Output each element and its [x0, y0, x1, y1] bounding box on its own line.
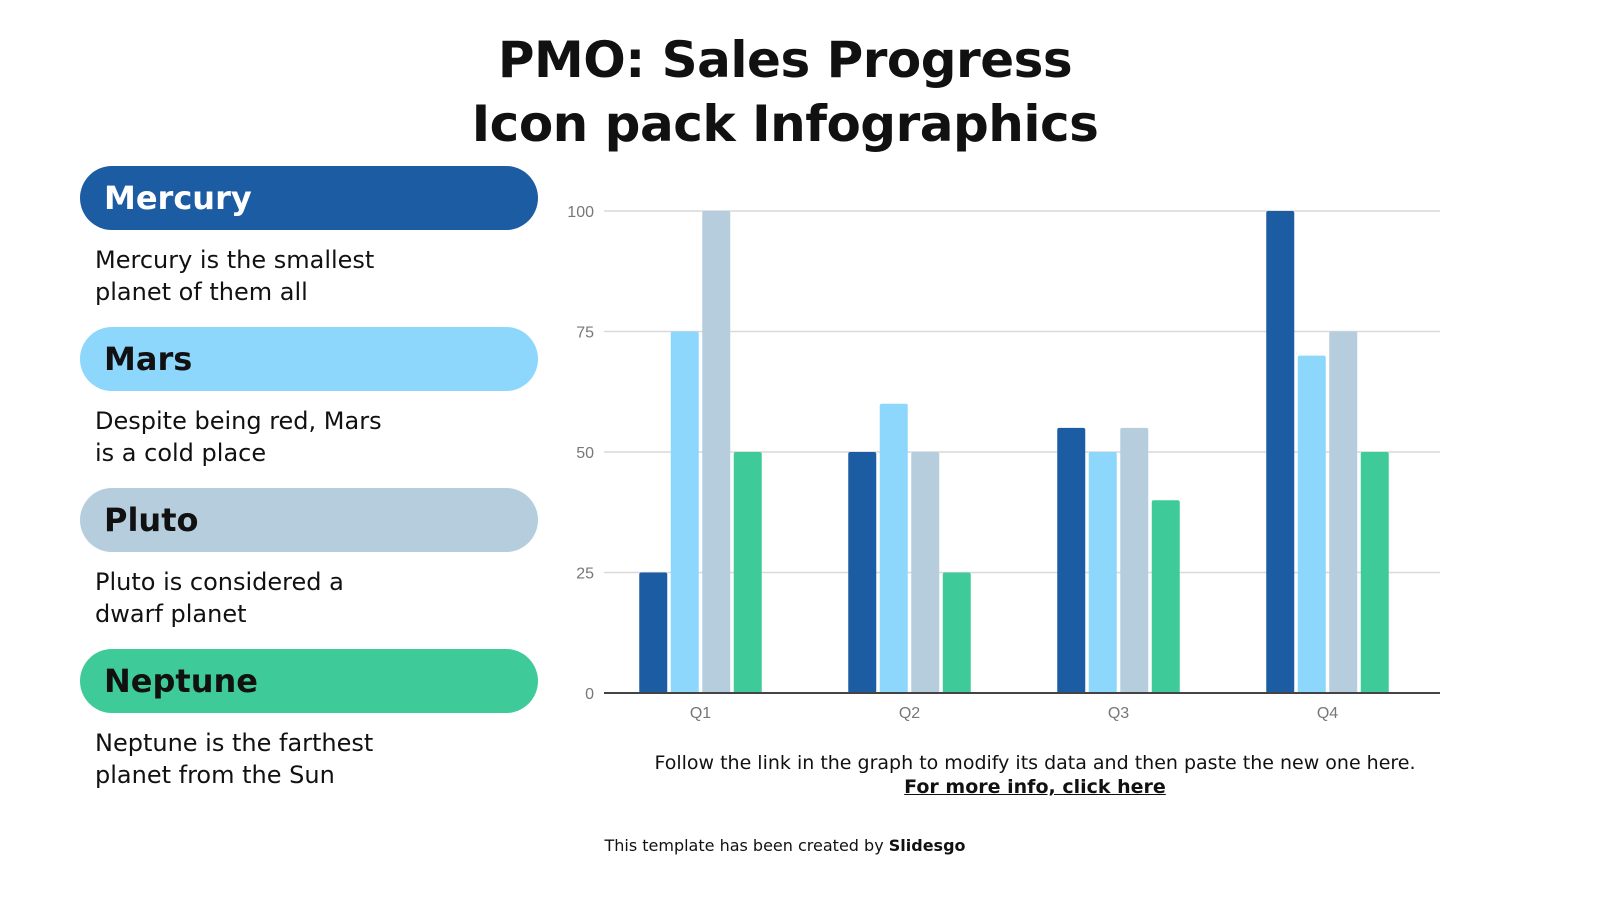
description-line: dwarf planet: [95, 600, 247, 628]
legend-description: Neptune is the farthest planet from the S…: [95, 727, 373, 791]
x-tick-label: Q2: [899, 705, 920, 722]
title-text-b: Icon pack Infographics: [471, 95, 1099, 153]
chart-note: Follow the link in the graph to modify i…: [654, 752, 1416, 774]
legend-pill-mars: Mars: [80, 327, 538, 391]
bar-neptune-q1: [733, 452, 762, 693]
x-tick-label: Q4: [1317, 705, 1338, 722]
bar-pluto-q4: [1329, 331, 1358, 693]
legend-pill-mercury: Mercury: [80, 166, 538, 230]
y-tick-label: 100: [567, 204, 594, 221]
y-tick-label: 50: [576, 445, 594, 462]
more-info-link[interactable]: For more info, click here: [904, 776, 1166, 798]
x-tick-label: Q3: [1108, 705, 1129, 722]
y-tick-label: 75: [576, 325, 594, 342]
bar-pluto-q2: [911, 452, 940, 693]
legend-description: Despite being red, Mars is a cold place: [95, 405, 382, 469]
legend-description: Pluto is considered a dwarf planet: [95, 566, 344, 630]
y-tick-label: 25: [576, 566, 594, 583]
bar-pluto-q3: [1120, 427, 1149, 693]
credit-brand: Slidesgo: [888, 836, 966, 855]
title-text-a: PMO: Sales Progress: [497, 31, 1073, 89]
credit-prefix: This template has been created by: [604, 836, 889, 855]
bar-neptune-q4: [1360, 452, 1389, 693]
bar-mars-q1: [670, 331, 699, 693]
description-line: Despite being red, Mars: [95, 407, 382, 435]
bar-neptune-q2: [942, 572, 971, 693]
bar-mars-q4: [1297, 355, 1326, 693]
bar-mercury-q2: [848, 452, 877, 693]
bar-mercury-q1: [639, 572, 668, 693]
bar-neptune-q3: [1151, 500, 1180, 693]
description-line: is a cold place: [95, 439, 267, 467]
bar-mars-q2: [879, 403, 908, 693]
bar-mars-q3: [1088, 452, 1117, 693]
bar-pluto-q1: [702, 211, 731, 693]
description-line: Pluto is considered a: [95, 568, 344, 596]
bar-mercury-q3: [1057, 427, 1086, 693]
description-line: Neptune is the farthest: [95, 729, 374, 757]
description-line: planet from the Sun: [95, 761, 335, 789]
legend-pill-pluto: Pluto: [80, 488, 538, 552]
y-tick-label: 0: [585, 686, 594, 703]
credit-line: This template has been created by Slides…: [0, 836, 1570, 855]
x-tick-label: Q1: [690, 705, 711, 722]
legend-description: Mercury is the smallest planet of them al…: [95, 244, 374, 308]
description-line: planet of them all: [95, 278, 308, 306]
legend-pill-neptune: Neptune: [80, 649, 538, 713]
bar-mercury-q4: [1266, 211, 1295, 693]
description-line: Mercury is the smallest: [95, 246, 375, 274]
